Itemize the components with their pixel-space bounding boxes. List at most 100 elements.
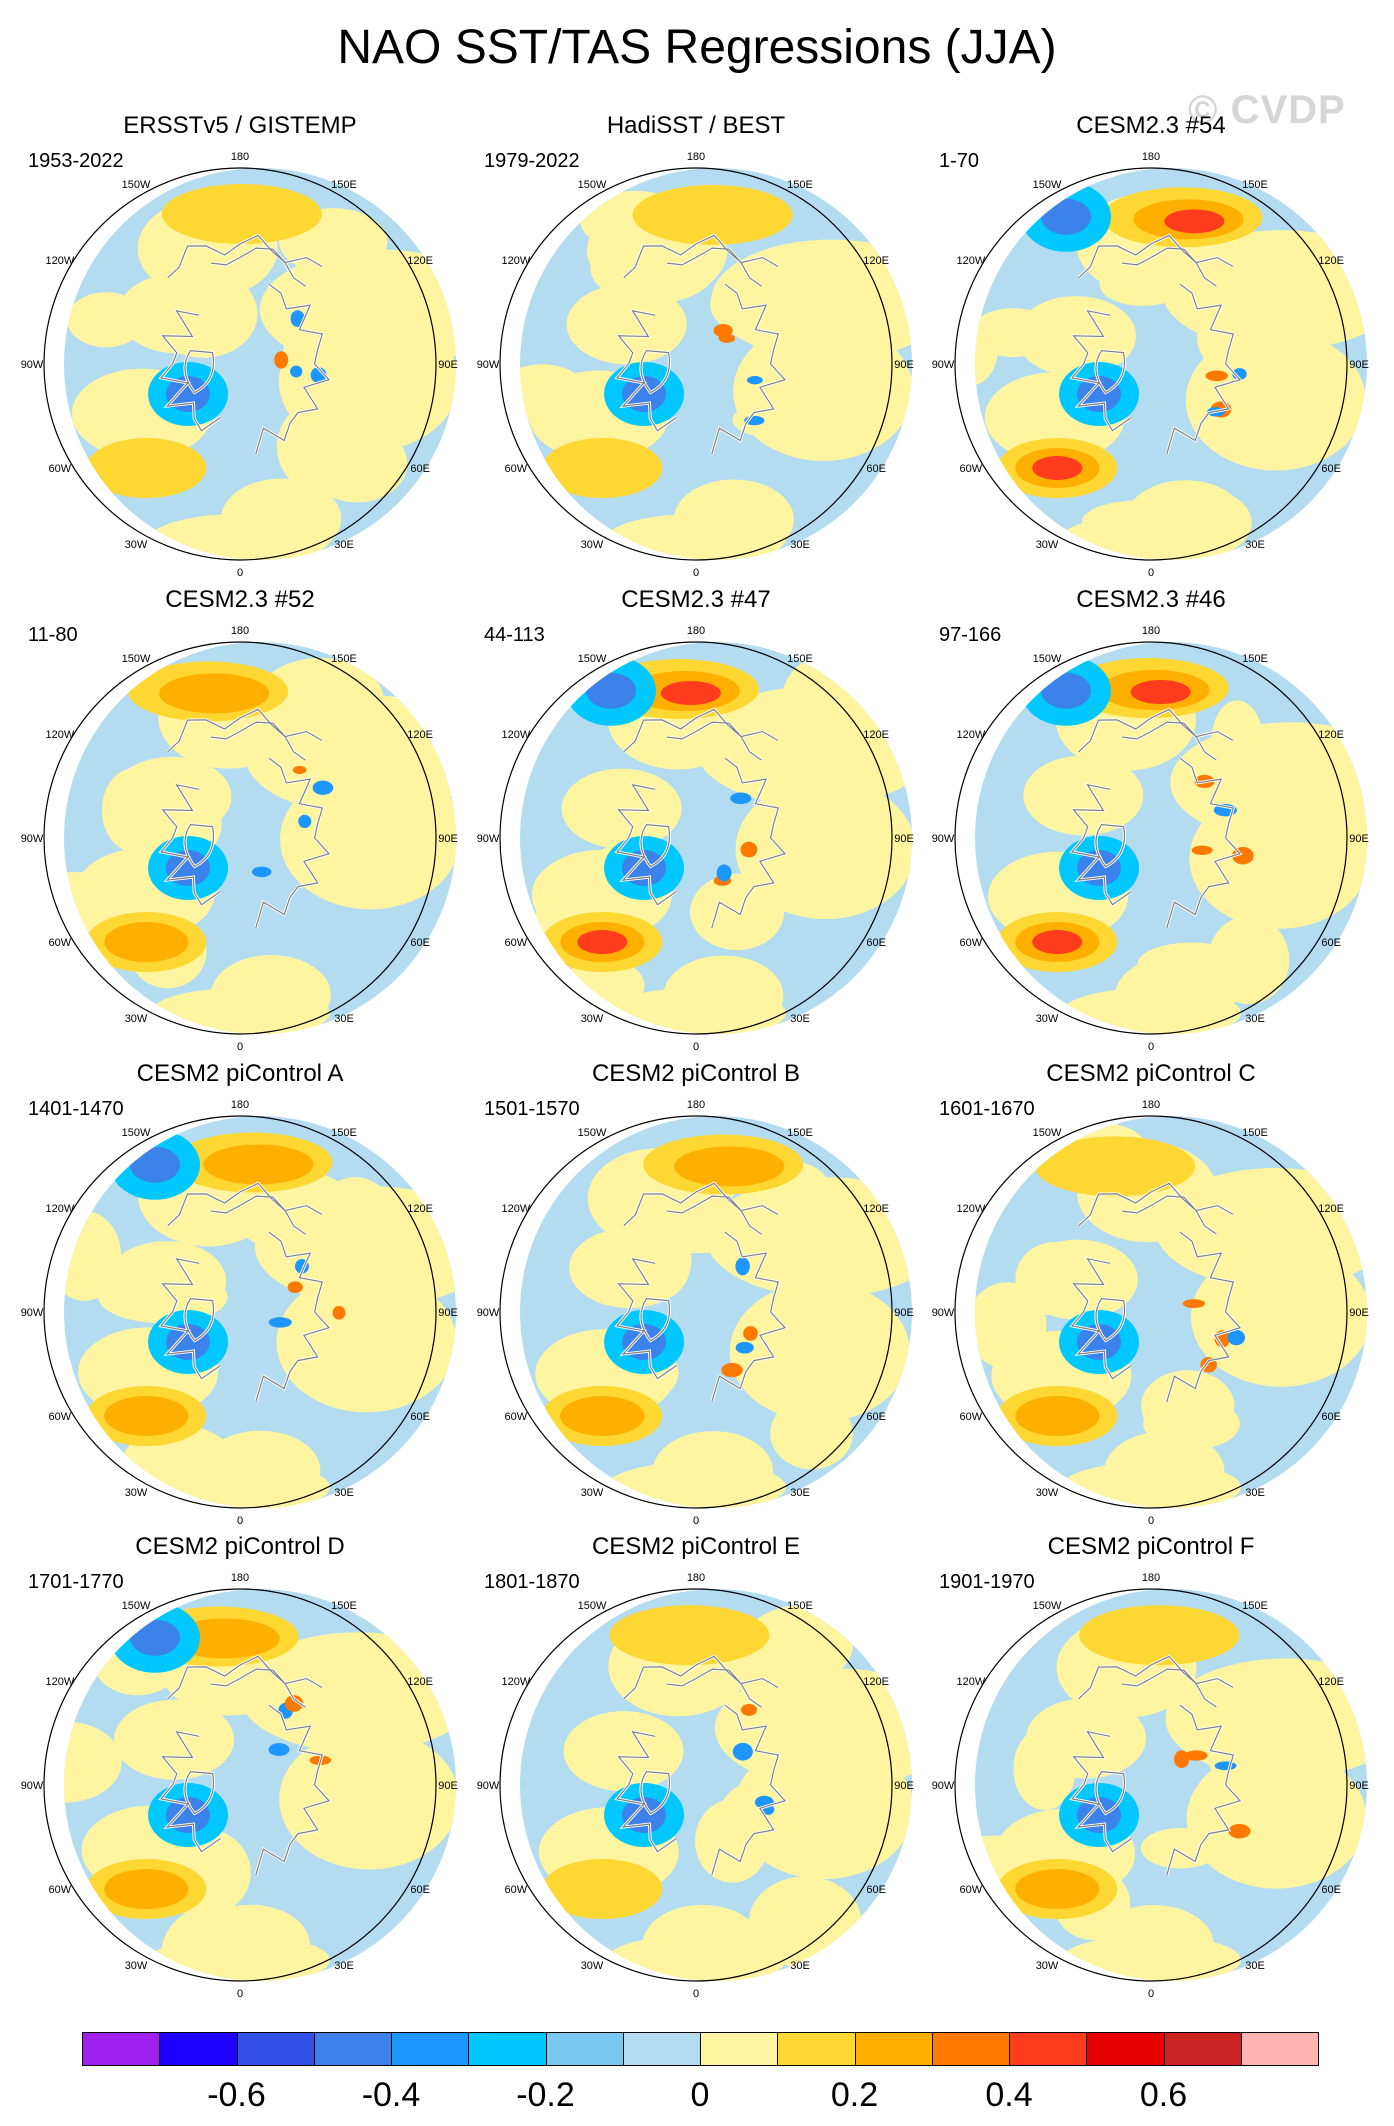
- local-anomaly: [735, 1257, 750, 1276]
- coastline: [640, 1297, 670, 1342]
- coastline: [1166, 757, 1242, 929]
- longitude-label: 120W: [45, 729, 74, 741]
- longitude-label: 60E: [866, 1411, 886, 1423]
- longitude-label: 90E: [894, 833, 914, 845]
- longitude-label: 30W: [581, 539, 604, 551]
- panel-years: 11-80: [28, 624, 78, 646]
- colorbar-label: 0.6: [1139, 2076, 1188, 2114]
- positive-region: [276, 1272, 456, 1413]
- polar-map: 180 150E 120E 90E 60E 30E 0 30W 60W 90W 120W 150W: [932, 625, 1369, 1053]
- positive-region: [1015, 1869, 1100, 1910]
- longitude-label: 60W: [49, 1884, 72, 1896]
- coastline: [615, 1730, 677, 1853]
- longitude-label: 90W: [932, 359, 955, 371]
- coastline: [667, 1195, 762, 1235]
- panel-title: CESM2.3 #47: [621, 586, 771, 613]
- positive-region: [1061, 988, 1241, 1034]
- coastline: [255, 1704, 331, 1876]
- coastline: [1166, 1231, 1242, 1403]
- colorbar-swatch: [545, 2032, 624, 2066]
- longitude-label: 30E: [790, 539, 810, 551]
- panel-title: CESM2 piControl A: [136, 1060, 344, 1087]
- positive-region: [628, 1216, 692, 1300]
- colorbar-swatch: [931, 2032, 1010, 2066]
- positive-region: [101, 768, 166, 853]
- longitude-label: 30W: [581, 1960, 604, 1972]
- panel-title: CESM2 piControl E: [591, 1533, 801, 1560]
- positive-region: [1211, 700, 1263, 781]
- panel-years: 44-113: [484, 624, 545, 646]
- coastline: [1095, 1297, 1125, 1342]
- positive-region: [1140, 1828, 1220, 1869]
- longitude-label: 120E: [863, 255, 889, 267]
- longitude-label: 120W: [956, 255, 985, 267]
- local-anomaly: [735, 1341, 754, 1354]
- local-anomaly: [287, 1281, 303, 1294]
- map-panel: CESM2 piControl A 180 150E 120E 90E 60E 30E 0 30…: [20, 1060, 460, 1530]
- coastline: [1166, 1704, 1242, 1876]
- anomaly-field: [64, 1116, 456, 1508]
- local-anomaly: [1205, 370, 1228, 382]
- longitude-label: 150W: [1033, 179, 1062, 191]
- anomaly-field: [520, 168, 912, 560]
- positive-region: [148, 269, 258, 358]
- longitude-label: 30W: [1036, 1960, 1059, 1972]
- coastlines-outline: [615, 1655, 787, 1876]
- map-border: [954, 641, 1348, 1035]
- positive-region: [1196, 291, 1302, 381]
- longitude-label: 60E: [1321, 1411, 1341, 1423]
- longitude-label: 60E: [866, 937, 886, 949]
- colorbar-label: -0.2: [516, 2076, 575, 2114]
- cvdp-watermark: © CVDP: [1188, 88, 1346, 132]
- coastline: [623, 708, 779, 753]
- local-anomaly: [312, 780, 334, 795]
- colorbar-swatch: [854, 2032, 933, 2066]
- longitude-label: 30E: [334, 1960, 354, 1972]
- longitude-label: 90W: [21, 833, 44, 845]
- positive-region: [1015, 1396, 1100, 1437]
- anomaly-field: [975, 168, 1367, 560]
- coastline: [1078, 1182, 1234, 1227]
- panel-years: 1953-2022: [28, 150, 124, 172]
- longitude-label: 60E: [866, 1884, 886, 1896]
- coastline: [1078, 234, 1234, 279]
- coastline: [1078, 708, 1234, 753]
- coastlines-outline: [159, 234, 331, 455]
- coastline: [167, 708, 323, 753]
- coastlines-outline: [615, 1182, 787, 1403]
- panel-title: CESM2.3 #46: [1076, 586, 1226, 613]
- positive-region: [735, 779, 912, 920]
- negative-region: [1077, 1797, 1122, 1833]
- coastlines-outline: [1070, 708, 1242, 929]
- longitude-label: 30W: [125, 1960, 148, 1972]
- negative-region: [586, 672, 636, 709]
- positive-region: [1013, 1727, 1076, 1811]
- longitude-label: 120W: [956, 1676, 985, 1688]
- longitude-label: 120E: [407, 729, 433, 741]
- longitude-label: 0: [1148, 1515, 1154, 1527]
- local-anomaly: [732, 1742, 753, 1761]
- positive-region: [566, 284, 687, 365]
- anomaly-field: [520, 1116, 912, 1508]
- map-border: [43, 641, 437, 1035]
- positive-region: [1032, 456, 1083, 481]
- coastline: [159, 1730, 221, 1853]
- coastline: [623, 234, 779, 279]
- positive-region: [1141, 1370, 1235, 1442]
- coastlines-outline: [159, 1182, 331, 1403]
- coastline: [667, 247, 762, 287]
- polar-map: 180 150E 120E 90E 60E 30E 0 30W 60W 90W 120W 150W: [477, 1572, 914, 2000]
- map-panel: ERSSTv5 / GISTEMP 180 150E 120E 90E 60E 30E 0 30…: [20, 112, 460, 582]
- local-anomaly: [290, 365, 303, 378]
- panel-years: 1401-1470: [28, 1098, 124, 1120]
- anomaly-field: [520, 642, 912, 1034]
- coastlines-outline: [615, 708, 787, 929]
- positive-region: [161, 184, 322, 245]
- map-border: [43, 167, 437, 561]
- longitude-label: 60E: [410, 463, 430, 475]
- positive-region: [1061, 1935, 1241, 1981]
- anomaly-field: [64, 168, 456, 560]
- longitude-label: 0: [693, 1041, 699, 1053]
- longitude-label: 60W: [505, 937, 528, 949]
- map-border: [499, 167, 893, 561]
